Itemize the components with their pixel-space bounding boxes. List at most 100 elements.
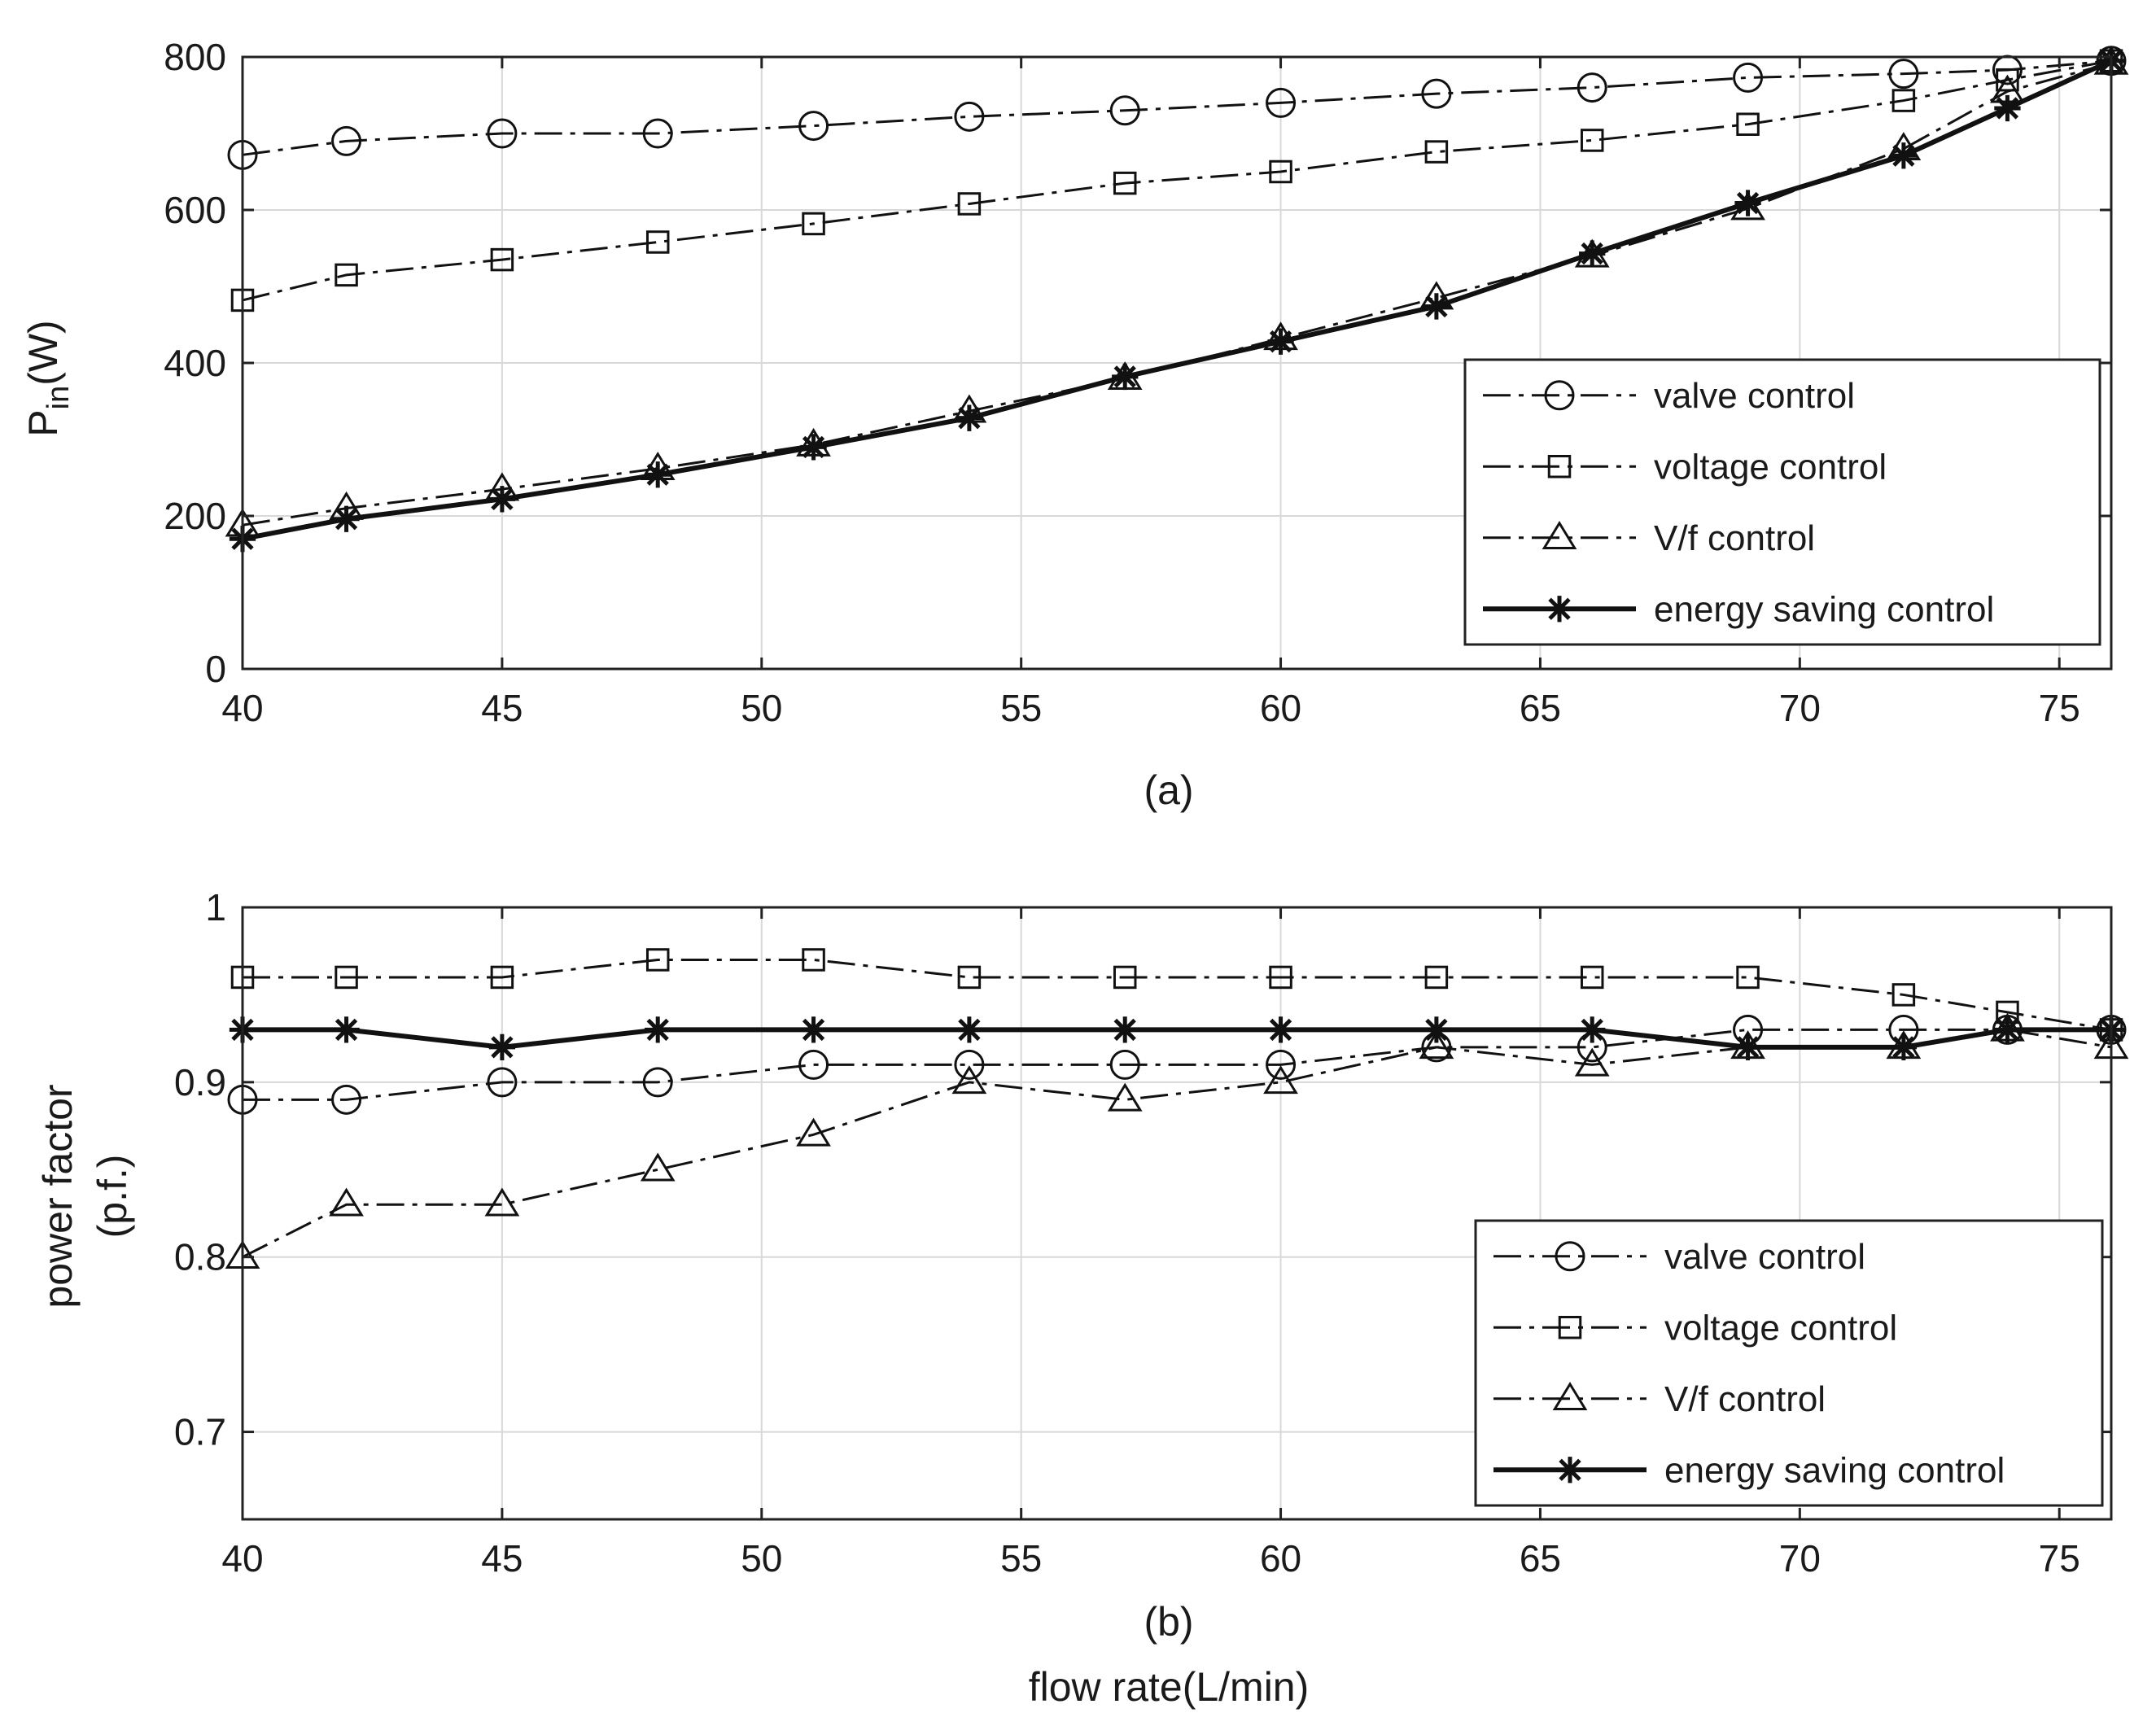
legend-marker-valve-control xyxy=(1555,1241,1585,1272)
data-point-energy-saving-control xyxy=(1890,1033,1918,1061)
y-tick-label: 800 xyxy=(164,36,226,78)
data-point-v-f-control xyxy=(1419,1030,1454,1060)
x-tick-label: 75 xyxy=(2039,1537,2080,1580)
series-line-valve-control xyxy=(243,1028,2111,1101)
panel-a-legend: valve control voltage control V/f control e… xyxy=(1463,358,2101,646)
x-tick-label: 50 xyxy=(741,1537,782,1580)
data-point-energy-saving-control xyxy=(956,1016,983,1043)
legend-marker-voltage-control xyxy=(1547,455,1572,478)
data-point-valve-control xyxy=(954,1049,985,1080)
data-point-voltage-control xyxy=(1269,159,1292,184)
data-point-energy-saving-control xyxy=(1579,240,1606,267)
data-point-energy-saving-control xyxy=(488,486,516,513)
legend-box xyxy=(1463,358,2101,646)
legend-marker-valve-control xyxy=(1544,380,1575,411)
data-point-energy-saving-control xyxy=(1423,293,1450,320)
data-point-valve-control xyxy=(1109,95,1140,126)
legend-box xyxy=(1474,1219,2104,1507)
data-point-energy-saving-control xyxy=(645,1016,671,1043)
series-line-voltage-control xyxy=(243,958,2112,1031)
data-point-voltage-control xyxy=(1113,965,1137,990)
data-point-voltage-control xyxy=(1891,89,1916,112)
data-point-voltage-control xyxy=(1580,965,1604,990)
legend-item-v-f-control: V/f control xyxy=(1483,518,1815,558)
data-point-v-f-control xyxy=(1263,1065,1298,1095)
panel-b-y-axis-label-line1: power factor xyxy=(35,1084,81,1308)
y-tick-label: 0.9 xyxy=(174,1061,226,1103)
data-point-voltage-control xyxy=(490,247,514,272)
x-tick-label: 40 xyxy=(221,1537,263,1580)
data-point-energy-saving-control xyxy=(1267,328,1294,355)
data-point-voltage-control xyxy=(957,192,982,216)
panel-b-frame xyxy=(241,906,2113,1521)
panel-b-subtitle: (b) xyxy=(1144,1599,1193,1645)
series-line-v-f-control xyxy=(242,62,2112,527)
data-point-energy-saving-control xyxy=(800,1016,827,1043)
legend-item-valve-control: valve control xyxy=(1493,1237,1865,1277)
series-energy-saving-control xyxy=(229,1016,2125,1061)
x-tick-label: 55 xyxy=(1000,1537,1042,1580)
legend-label: V/f control xyxy=(1654,518,1815,558)
legend-item-energy-saving-control: energy saving control xyxy=(1493,1450,2005,1490)
legend-item-energy-saving-control: energy saving control xyxy=(1483,589,1994,629)
data-point-valve-control xyxy=(798,1049,829,1080)
data-point-v-f-control xyxy=(1574,1047,1610,1077)
legend-marker-energy-saving-control xyxy=(1546,596,1573,623)
data-point-voltage-control xyxy=(1424,140,1449,164)
data-point-energy-saving-control xyxy=(1890,142,1918,169)
series-voltage-control xyxy=(230,49,2123,312)
data-point-energy-saving-control xyxy=(1267,1016,1294,1043)
x-tick-label: 50 xyxy=(741,687,782,729)
x-tick-label: 65 xyxy=(1520,1537,1561,1580)
data-point-valve-control xyxy=(1266,1049,1297,1080)
y-tick-label: 600 xyxy=(164,189,226,231)
x-tick-label: 45 xyxy=(481,687,523,729)
panel-a-subtitle: (a) xyxy=(1144,767,1193,813)
data-point-valve-control xyxy=(487,118,518,149)
data-point-valve-control xyxy=(798,111,829,142)
data-point-v-f-control xyxy=(1107,1082,1143,1112)
data-point-energy-saving-control xyxy=(1112,363,1139,391)
data-point-energy-saving-control xyxy=(488,1033,516,1061)
legend-label: valve control xyxy=(1654,376,1855,416)
legend-item-voltage-control: voltage control xyxy=(1483,447,1887,487)
data-point-energy-saving-control xyxy=(1112,1016,1139,1043)
data-point-voltage-control xyxy=(802,212,825,236)
series-line-energy-saving-control xyxy=(242,58,2113,542)
data-point-v-f-control xyxy=(640,1152,676,1182)
series-line-energy-saving-control xyxy=(243,1027,2111,1050)
data-point-valve-control xyxy=(642,118,673,149)
data-point-voltage-control xyxy=(1580,129,1604,152)
x-tick-label: 40 xyxy=(221,687,263,729)
data-point-voltage-control xyxy=(1113,171,1137,195)
y-tick-label: 200 xyxy=(164,495,226,537)
data-point-voltage-control xyxy=(645,948,670,972)
data-point-v-f-control xyxy=(484,1187,520,1217)
data-point-energy-saving-control xyxy=(1994,94,2021,122)
legend-item-v-f-control: V/f control xyxy=(1493,1379,1826,1419)
data-point-valve-control xyxy=(331,1084,362,1115)
data-point-valve-control xyxy=(487,1067,518,1098)
data-point-valve-control xyxy=(1266,87,1297,118)
legend-item-valve-control: valve control xyxy=(1483,376,1855,416)
legend-label: energy saving control xyxy=(1654,589,1994,629)
data-point-v-f-control xyxy=(951,1065,987,1095)
data-point-valve-control xyxy=(1888,59,1919,90)
legend-label: valve control xyxy=(1664,1237,1865,1277)
legend-marker-voltage-control xyxy=(1558,1316,1582,1339)
legend-label: voltage control xyxy=(1664,1308,1897,1348)
x-tick-label: 70 xyxy=(1779,687,1821,729)
data-point-v-f-control xyxy=(796,1117,831,1147)
data-point-energy-saving-control xyxy=(1734,190,1761,216)
legend-marker-v-f-control xyxy=(1542,521,1577,549)
legend-marker-energy-saving-control xyxy=(1556,1457,1584,1483)
data-point-voltage-control xyxy=(1269,965,1292,990)
y-tick-label: 0.7 xyxy=(174,1411,226,1453)
x-tick-label: 70 xyxy=(1779,1537,1821,1580)
y-tick-label: 1 xyxy=(205,886,226,929)
data-point-energy-saving-control xyxy=(333,505,360,532)
panel-b-legend: valve control voltage control V/f control e… xyxy=(1474,1219,2104,1507)
data-point-valve-control xyxy=(1733,62,1764,93)
x-tick-label: 60 xyxy=(1260,687,1301,729)
